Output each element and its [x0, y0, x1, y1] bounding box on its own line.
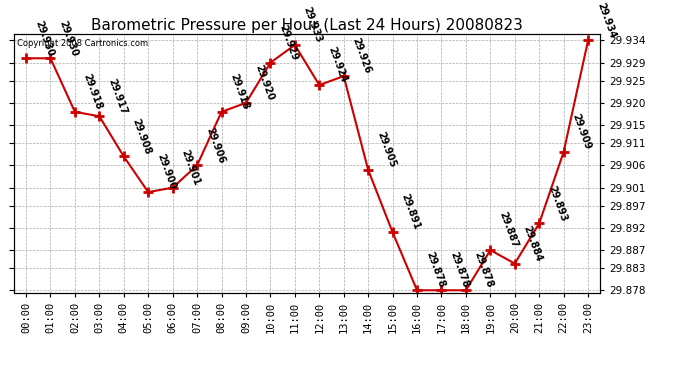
- Text: 29.878: 29.878: [473, 251, 495, 290]
- Text: 29.930: 29.930: [33, 19, 55, 57]
- Text: 29.905: 29.905: [375, 130, 397, 169]
- Title: Barometric Pressure per Hour (Last 24 Hours) 20080823: Barometric Pressure per Hour (Last 24 Ho…: [91, 18, 523, 33]
- Text: 29.909: 29.909: [571, 112, 593, 151]
- Text: 29.926: 29.926: [351, 37, 373, 75]
- Text: 29.901: 29.901: [179, 148, 201, 187]
- Text: 29.893: 29.893: [546, 184, 569, 223]
- Text: 29.878: 29.878: [448, 251, 471, 290]
- Text: 29.924: 29.924: [326, 46, 348, 84]
- Text: 29.929: 29.929: [277, 23, 299, 62]
- Text: 29.878: 29.878: [424, 251, 446, 290]
- Text: 29.887: 29.887: [497, 210, 520, 249]
- Text: 29.920: 29.920: [253, 63, 275, 102]
- Text: 29.906: 29.906: [204, 126, 226, 165]
- Text: 29.884: 29.884: [522, 224, 544, 263]
- Text: 29.934: 29.934: [595, 1, 618, 40]
- Text: 29.908: 29.908: [130, 117, 153, 156]
- Text: Copyright 2008 Cartronics.com: Copyright 2008 Cartronics.com: [17, 39, 148, 48]
- Text: 29.900: 29.900: [155, 153, 177, 191]
- Text: 29.918: 29.918: [228, 72, 250, 111]
- Text: 29.933: 29.933: [302, 6, 324, 44]
- Text: 29.891: 29.891: [400, 193, 422, 231]
- Text: 29.930: 29.930: [57, 19, 79, 57]
- Text: 29.918: 29.918: [82, 72, 104, 111]
- Text: 29.917: 29.917: [106, 77, 128, 116]
